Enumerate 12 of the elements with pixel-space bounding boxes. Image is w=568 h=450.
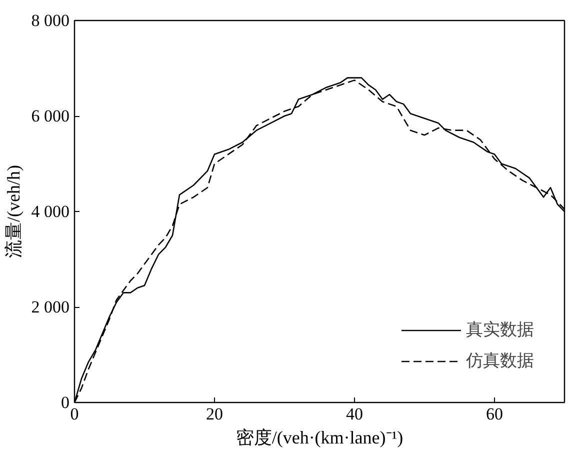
x-axis-title: 密度/(veh·(km·lane)⁻¹) bbox=[236, 428, 404, 448]
x-tick-label: 20 bbox=[206, 404, 223, 424]
y-tick-label: 8 000 bbox=[31, 11, 70, 30]
x-tick-label: 40 bbox=[346, 404, 363, 424]
legend-label: 仿真数据 bbox=[466, 350, 534, 372]
y-tick-label: 2 000 bbox=[31, 298, 70, 316]
y-tick-label: 6 000 bbox=[31, 106, 70, 126]
legend-label: 真实数据 bbox=[466, 319, 534, 341]
y-tick-label: 0 bbox=[61, 393, 70, 412]
y-axis-title: 流量/(veh/h) bbox=[3, 165, 24, 258]
x-tick-label: 60 bbox=[486, 404, 503, 424]
y-tick-label: 4 000 bbox=[31, 202, 70, 221]
